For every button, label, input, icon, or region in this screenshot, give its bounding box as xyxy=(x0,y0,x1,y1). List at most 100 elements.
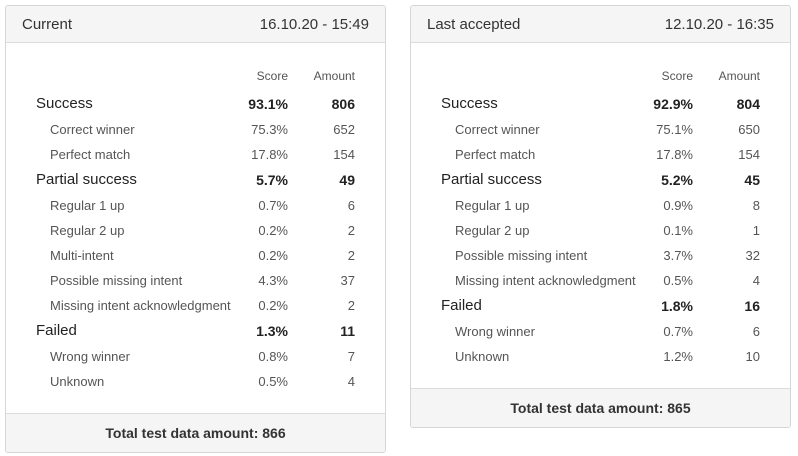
row-label: Wrong winner xyxy=(455,324,535,339)
row-amount: 6 xyxy=(752,324,760,339)
row-label: Partial success xyxy=(36,171,137,188)
results-table: Success 93.1% 806 Correct winner 75.3% 652 Per… xyxy=(6,91,385,394)
subcategory-row: Wrong winner 0.7% 6 xyxy=(411,319,790,344)
row-amount: 2 xyxy=(347,248,355,263)
row-score: 0.8% xyxy=(258,349,288,364)
subcategory-row: Regular 1 up 0.9% 8 xyxy=(411,193,790,218)
subcategory-row: Missing intent acknowledgment 0.2% 2 xyxy=(6,293,385,318)
subcategory-row: Possible missing intent 3.7% 32 xyxy=(411,243,790,268)
row-label: Possible missing intent xyxy=(50,273,183,288)
category-row: Partial success 5.2% 45 xyxy=(411,167,790,193)
row-score: 0.5% xyxy=(258,374,288,389)
score-column-header: Score xyxy=(661,69,693,83)
row-amount: 1 xyxy=(752,223,760,238)
panel-title: Current xyxy=(22,15,73,33)
row-score: 0.2% xyxy=(258,223,288,238)
row-score: 5.7% xyxy=(256,172,288,188)
row-score: 0.2% xyxy=(258,248,288,263)
panel-title: Last accepted xyxy=(427,15,521,33)
row-amount: 2 xyxy=(347,223,355,238)
score-column-header: Score xyxy=(256,69,288,83)
panel-header: Last accepted 12.10.20 - 16:35 xyxy=(411,6,790,43)
row-label: Partial success xyxy=(441,171,542,188)
row-score: 1.8% xyxy=(661,298,693,314)
category-row: Partial success 5.7% 49 xyxy=(6,167,385,193)
row-score: 75.1% xyxy=(656,122,693,137)
subcategory-row: Wrong winner 0.8% 7 xyxy=(6,344,385,369)
row-score: 0.2% xyxy=(258,298,288,313)
total-test-data-amount: Total test data amount: 865 xyxy=(411,388,790,427)
column-headers: Score Amount xyxy=(6,69,385,85)
row-label: Failed xyxy=(441,297,482,314)
row-label: Correct winner xyxy=(50,122,135,137)
subcategory-row: Missing intent acknowledgment 0.5% 4 xyxy=(411,268,790,293)
subcategory-row: Unknown 0.5% 4 xyxy=(6,369,385,394)
results-table: Success 92.9% 804 Correct winner 75.1% 650 Per… xyxy=(411,91,790,369)
row-score: 92.9% xyxy=(653,96,693,112)
row-score: 75.3% xyxy=(251,122,288,137)
category-row: Failed 1.3% 11 xyxy=(6,318,385,344)
panel-header: Current 16.10.20 - 15:49 xyxy=(6,6,385,43)
last-accepted-results-panel: Last accepted 12.10.20 - 16:35 Score Amo… xyxy=(410,5,791,428)
row-score: 5.2% xyxy=(661,172,693,188)
subcategory-row: Regular 2 up 0.2% 2 xyxy=(6,218,385,243)
row-score: 17.8% xyxy=(251,147,288,162)
subcategory-row: Correct winner 75.1% 650 xyxy=(411,117,790,142)
amount-column-header: Amount xyxy=(313,69,355,83)
subcategory-row: Regular 2 up 0.1% 1 xyxy=(411,218,790,243)
amount-column-header: Amount xyxy=(718,69,760,83)
row-amount: 806 xyxy=(331,96,355,112)
panel-timestamp: 16.10.20 - 15:49 xyxy=(259,15,369,33)
panel-timestamp: 12.10.20 - 16:35 xyxy=(664,15,774,33)
row-score: 93.1% xyxy=(248,96,288,112)
current-results-panel: Current 16.10.20 - 15:49 Score Amount Su… xyxy=(5,5,386,453)
row-amount: 49 xyxy=(339,172,355,188)
row-label: Unknown xyxy=(50,374,105,389)
row-label: Failed xyxy=(36,322,77,339)
row-amount: 32 xyxy=(745,248,760,263)
total-test-data-amount: Total test data amount: 866 xyxy=(6,413,385,452)
row-amount: 37 xyxy=(340,273,355,288)
row-amount: 4 xyxy=(347,374,355,389)
row-score: 1.3% xyxy=(256,323,288,339)
category-row: Success 93.1% 806 xyxy=(6,91,385,117)
subcategory-row: Multi-intent 0.2% 2 xyxy=(6,243,385,268)
row-label: Wrong winner xyxy=(50,349,130,364)
row-label: Regular 2 up xyxy=(455,223,530,238)
row-label: Correct winner xyxy=(455,122,540,137)
row-amount: 652 xyxy=(333,122,355,137)
row-score: 0.7% xyxy=(663,324,693,339)
row-label: Success xyxy=(441,95,498,112)
row-amount: 154 xyxy=(738,147,760,162)
row-amount: 11 xyxy=(340,323,355,339)
row-label: Perfect match xyxy=(50,147,131,162)
row-score: 0.5% xyxy=(663,273,693,288)
row-amount: 4 xyxy=(752,273,760,288)
row-label: Unknown xyxy=(455,349,510,364)
row-label: Missing intent acknowledgment xyxy=(455,273,636,288)
row-label: Missing intent acknowledgment xyxy=(50,298,231,313)
category-row: Success 92.9% 804 xyxy=(411,91,790,117)
row-score: 0.9% xyxy=(663,198,693,213)
row-label: Multi-intent xyxy=(50,248,114,263)
column-headers: Score Amount xyxy=(411,69,790,85)
subcategory-row: Perfect match 17.8% 154 xyxy=(6,142,385,167)
row-label: Success xyxy=(36,95,93,112)
row-amount: 154 xyxy=(333,147,355,162)
row-score: 3.7% xyxy=(663,248,693,263)
subcategory-row: Perfect match 17.8% 154 xyxy=(411,142,790,167)
subcategory-row: Unknown 1.2% 10 xyxy=(411,344,790,369)
row-score: 0.1% xyxy=(663,223,693,238)
row-amount: 16 xyxy=(744,298,760,314)
row-score: 17.8% xyxy=(656,147,693,162)
subcategory-row: Correct winner 75.3% 652 xyxy=(6,117,385,142)
category-row: Failed 1.8% 16 xyxy=(411,293,790,319)
subcategory-row: Regular 1 up 0.7% 6 xyxy=(6,193,385,218)
row-amount: 2 xyxy=(347,298,355,313)
row-score: 0.7% xyxy=(258,198,288,213)
row-label: Possible missing intent xyxy=(455,248,588,263)
row-label: Regular 2 up xyxy=(50,223,125,238)
row-label: Regular 1 up xyxy=(455,198,530,213)
row-label: Regular 1 up xyxy=(50,198,125,213)
row-amount: 8 xyxy=(752,198,760,213)
